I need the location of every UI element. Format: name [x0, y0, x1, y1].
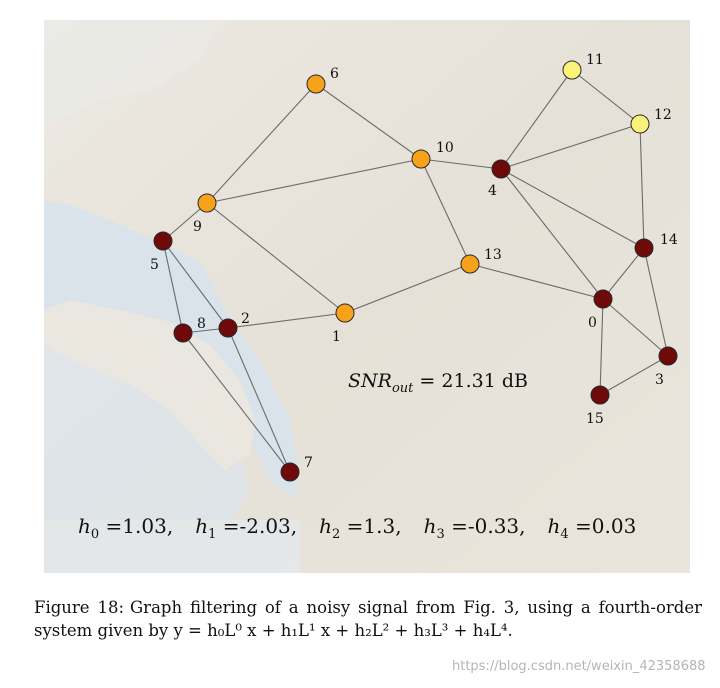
edge-2-7 — [227, 327, 291, 473]
coef-sub-1: 1 — [208, 527, 216, 542]
edge-0-15 — [599, 298, 604, 396]
edge-10-4 — [420, 158, 502, 170]
node-label-14: 14 — [660, 232, 678, 248]
coef-value-4: =0.03 — [569, 514, 637, 538]
coef-name-0: h — [78, 514, 91, 538]
node-label-12: 12 — [654, 107, 672, 123]
figure-caption: Figure 18: Graph filtering of a noisy sig… — [34, 596, 702, 642]
node-6 — [306, 74, 326, 94]
edge-8-7 — [182, 332, 291, 473]
node-14 — [634, 238, 654, 258]
node-11 — [562, 60, 582, 80]
coef-value-0: =1.03, — [99, 514, 173, 538]
node-9 — [197, 193, 217, 213]
node-13 — [460, 254, 480, 274]
edge-10-13 — [420, 158, 471, 265]
node-label-15: 15 — [586, 411, 604, 427]
edge-2-5 — [162, 240, 229, 329]
edge-6-10 — [315, 83, 422, 160]
node-0 — [593, 289, 613, 309]
coef-name-1: h — [195, 514, 208, 538]
edge-11-12 — [571, 69, 641, 125]
node-1 — [335, 303, 355, 323]
coef-sub-3: 3 — [436, 527, 444, 542]
edge-14-3 — [643, 247, 669, 357]
filter-coefficients: h0 =1.03, h1 =-2.03, h2 =1.3, h3 =-0.33, h4 … — [78, 514, 636, 542]
node-label-2: 2 — [241, 311, 250, 327]
coef-value-1: =-2.03, — [216, 514, 297, 538]
edge-4-11 — [500, 69, 573, 170]
coef-value-2: =1.3, — [340, 514, 401, 538]
coef-value-3: =-0.33, — [445, 514, 526, 538]
edge-0-13 — [469, 263, 604, 300]
node-8 — [173, 323, 193, 343]
edge-6-9 — [206, 83, 317, 204]
caption-lead: Figure 18: — [34, 598, 124, 617]
edge-12-14 — [639, 123, 645, 249]
edge-13-1 — [344, 263, 471, 314]
node-label-10: 10 — [436, 140, 454, 156]
node-4 — [491, 159, 511, 179]
node-5 — [153, 231, 173, 251]
edge-15-3 — [599, 355, 669, 396]
node-label-9: 9 — [193, 219, 202, 235]
graph-edges — [162, 69, 669, 473]
edge-9-5 — [162, 202, 208, 242]
node-label-11: 11 — [586, 52, 604, 68]
map-background — [44, 20, 690, 573]
edge-9-1 — [206, 202, 346, 314]
coef-sub-0: 0 — [91, 527, 99, 542]
graph-nodes — [153, 60, 678, 482]
node-label-4: 4 — [488, 183, 497, 199]
snr-annotation: SNRout = 21.31 dB — [348, 370, 528, 396]
node-3 — [658, 346, 678, 366]
node-10 — [411, 149, 431, 169]
node-2 — [218, 318, 238, 338]
edge-9-10 — [206, 158, 422, 204]
edge-5-8 — [162, 240, 184, 334]
node-12 — [630, 114, 650, 134]
node-label-6: 6 — [330, 66, 339, 82]
node-7 — [280, 462, 300, 482]
caption-text: Graph filtering of a noisy signal from F… — [34, 598, 702, 640]
coef-name-4: h — [548, 514, 561, 538]
node-label-3: 3 — [655, 372, 664, 388]
node-label-13: 13 — [484, 247, 502, 263]
node-label-7: 7 — [304, 455, 313, 471]
node-label-8: 8 — [197, 316, 206, 332]
node-label-5: 5 — [150, 257, 159, 273]
coef-name-3: h — [424, 514, 437, 538]
edge-1-2 — [227, 312, 346, 329]
edge-14-0 — [602, 247, 645, 300]
edge-4-12 — [500, 123, 641, 170]
coef-name-2: h — [319, 514, 332, 538]
edge-4-14 — [500, 168, 645, 249]
node-15 — [590, 385, 610, 405]
node-label-1: 1 — [332, 329, 341, 345]
coef-sub-2: 2 — [332, 527, 340, 542]
coef-sub-4: 4 — [560, 527, 568, 542]
edge-4-0 — [500, 168, 604, 300]
node-label-0: 0 — [588, 315, 597, 331]
watermark: https://blog.csdn.net/weixin_42358688 — [452, 659, 706, 674]
caption-equation: y = h₀L⁰ x + h₁L¹ x + h₂L² + h₃L³ + h₄L⁴… — [173, 621, 513, 640]
edge-0-3 — [602, 298, 669, 357]
